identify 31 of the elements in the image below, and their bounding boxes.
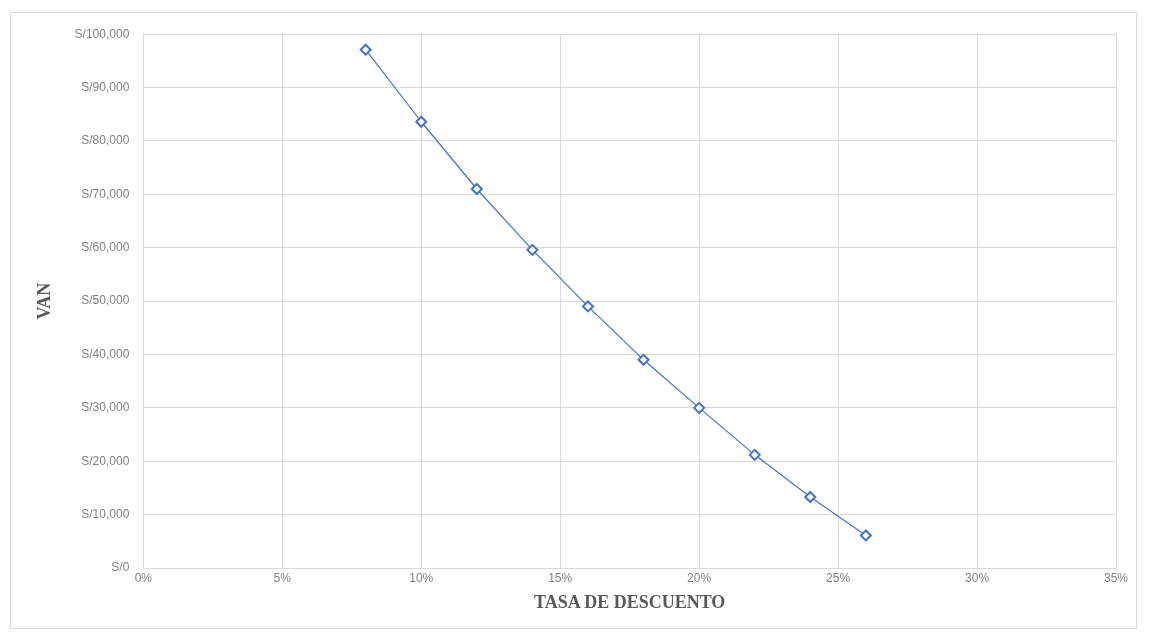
x-tick-label: 20%	[687, 570, 712, 585]
y-axis-title: VAN	[34, 282, 55, 320]
y-tick-label: S/50,000	[81, 293, 130, 308]
y-tick-label: S/30,000	[81, 400, 130, 415]
point	[415, 115, 428, 128]
point	[804, 491, 817, 504]
point	[581, 300, 594, 313]
y-tick-label: S/60,000	[81, 240, 130, 255]
point	[859, 529, 872, 542]
x-tick-label: 10%	[409, 570, 434, 585]
point	[637, 353, 650, 366]
y-tick-label: S/20,000	[81, 453, 130, 468]
y-tick-label: S/100,000	[74, 26, 130, 41]
x-axis-title: TASA DE DESCUENTO	[533, 591, 726, 612]
x-tick-label: 0%	[134, 570, 153, 585]
x-tick-label: 5%	[273, 570, 292, 585]
y-tick-label: S/80,000	[81, 133, 130, 148]
x-tick-label: 30%	[965, 570, 990, 585]
y-tick-label: S/70,000	[81, 186, 130, 201]
point	[470, 183, 483, 195]
point	[748, 448, 761, 461]
y-tick-label: S/10,000	[81, 506, 130, 521]
x-tick-label: 15%	[548, 570, 573, 585]
y-tick-label: S/90,000	[81, 79, 130, 94]
point	[359, 43, 372, 56]
x-tick-label: 35%	[1103, 570, 1129, 585]
y-tick-label: S/40,000	[81, 346, 130, 361]
x-tick-label: 25%	[826, 570, 851, 585]
point	[526, 243, 539, 256]
point	[693, 401, 706, 414]
y-tick-label: S/0	[111, 560, 130, 575]
